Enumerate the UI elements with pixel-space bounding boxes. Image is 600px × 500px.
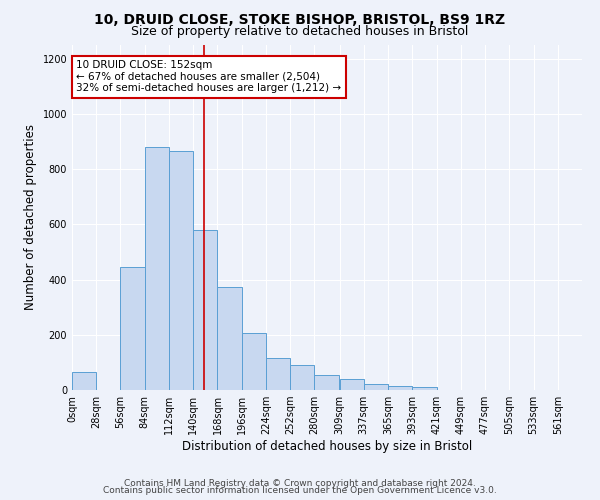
Bar <box>217 286 242 390</box>
Bar <box>340 379 364 390</box>
Bar <box>145 147 169 390</box>
Y-axis label: Number of detached properties: Number of detached properties <box>24 124 37 310</box>
Bar <box>169 152 193 390</box>
Bar <box>364 384 388 390</box>
Text: Contains public sector information licensed under the Open Government Licence v3: Contains public sector information licen… <box>103 486 497 495</box>
Bar <box>388 386 412 390</box>
Bar <box>193 230 217 390</box>
Text: 10 DRUID CLOSE: 152sqm
← 67% of detached houses are smaller (2,504)
32% of semi-: 10 DRUID CLOSE: 152sqm ← 67% of detached… <box>76 60 341 94</box>
Bar <box>266 358 290 390</box>
Bar <box>290 365 314 390</box>
Bar <box>72 372 96 390</box>
X-axis label: Distribution of detached houses by size in Bristol: Distribution of detached houses by size … <box>182 440 472 453</box>
Text: 10, DRUID CLOSE, STOKE BISHOP, BRISTOL, BS9 1RZ: 10, DRUID CLOSE, STOKE BISHOP, BRISTOL, … <box>94 12 506 26</box>
Bar <box>314 375 338 390</box>
Text: Contains HM Land Registry data © Crown copyright and database right 2024.: Contains HM Land Registry data © Crown c… <box>124 478 476 488</box>
Text: Size of property relative to detached houses in Bristol: Size of property relative to detached ho… <box>131 25 469 38</box>
Bar <box>242 334 266 390</box>
Bar <box>121 267 145 390</box>
Bar <box>412 387 437 390</box>
